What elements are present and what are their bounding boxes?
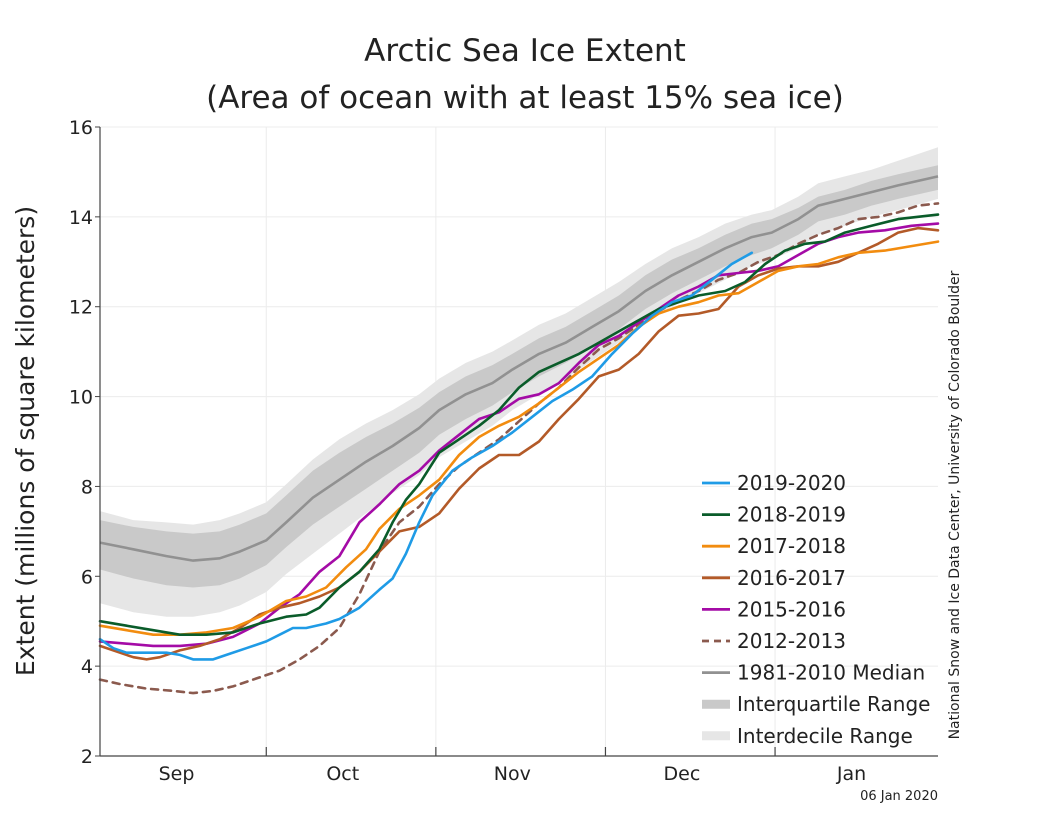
legend-label: 2016-2017 — [737, 566, 846, 590]
series-line-2018-2019 — [98, 213, 940, 636]
y-axis-label: Extent (millions of square kilometers) — [11, 206, 40, 676]
title-line-1: Arctic Sea Ice Extent — [364, 33, 686, 69]
legend-label: 2017-2018 — [737, 534, 846, 558]
legend-item-Interquartile Range: Interquartile Range — [702, 692, 930, 716]
legend-label: 1981-2010 Median — [737, 661, 925, 685]
date-stamp: 06 Jan 2020 — [860, 789, 938, 804]
y-tick-label-6: 6 — [81, 566, 93, 588]
y-tick-label-2: 2 — [81, 746, 93, 768]
legend: 2019-2020 2018-2019 2017-2018 2016-2017 2015… — [702, 471, 930, 748]
y-tick-label-16: 16 — [69, 117, 93, 139]
x-tick-label-Dec: Dec — [664, 763, 701, 785]
axes — [99, 127, 938, 757]
legend-item-2017-2018: 2017-2018 — [702, 534, 846, 558]
x-tick-label-Sep: Sep — [159, 763, 195, 785]
legend-label: Interdecile Range — [737, 724, 913, 748]
legend-label: 2012-2013 — [737, 629, 846, 653]
legend-item-2016-2017: 2016-2017 — [702, 566, 846, 590]
series-line-2012-2013 — [98, 202, 940, 695]
credit-text: National Snow and Ice Data Center, Unive… — [947, 270, 963, 739]
x-tick-labels: Sep Oct Nov Dec Jan — [159, 747, 866, 785]
x-tick-label-Nov: Nov — [494, 763, 531, 785]
legend-item-2012-2013: 2012-2013 — [702, 629, 846, 653]
median-layer — [99, 175, 939, 562]
interquartile-band — [100, 165, 938, 588]
y-tick-label-12: 12 — [69, 297, 93, 319]
x-tick-label-Oct: Oct — [326, 763, 359, 785]
series-layer — [98, 202, 940, 695]
legend-item-Interdecile Range: Interdecile Range — [702, 724, 913, 748]
y-tick-label-14: 14 — [69, 207, 93, 229]
legend-item-2018-2019: 2018-2019 — [702, 503, 846, 527]
series-line-2019-2020 — [98, 251, 754, 661]
legend-label: 2015-2016 — [737, 597, 846, 621]
legend-item-2019-2020: 2019-2020 — [702, 471, 846, 495]
y-tick-label-10: 10 — [69, 387, 93, 409]
y-tick-label-4: 4 — [81, 656, 93, 678]
legend-item-2015-2016: 2015-2016 — [702, 597, 846, 621]
legend-label: Interquartile Range — [737, 692, 930, 716]
y-tick-label-8: 8 — [81, 476, 93, 498]
series-line-2015-2016 — [98, 222, 940, 648]
y-tick-labels: 2 4 6 8 10 12 14 16 — [69, 117, 100, 768]
legend-item-1981-2010 Median: 1981-2010 Median — [702, 661, 925, 685]
title-line-2: (Area of ocean with at least 15% sea ice… — [206, 80, 844, 116]
series-line-2017-2018 — [98, 240, 940, 636]
median-line — [99, 175, 939, 562]
chart-title: Arctic Sea Ice Extent (Area of ocean wit… — [206, 33, 844, 116]
x-tick-label-Jan: Jan — [836, 763, 866, 785]
legend-label: 2019-2020 — [737, 471, 846, 495]
legend-label: 2018-2019 — [737, 503, 846, 527]
